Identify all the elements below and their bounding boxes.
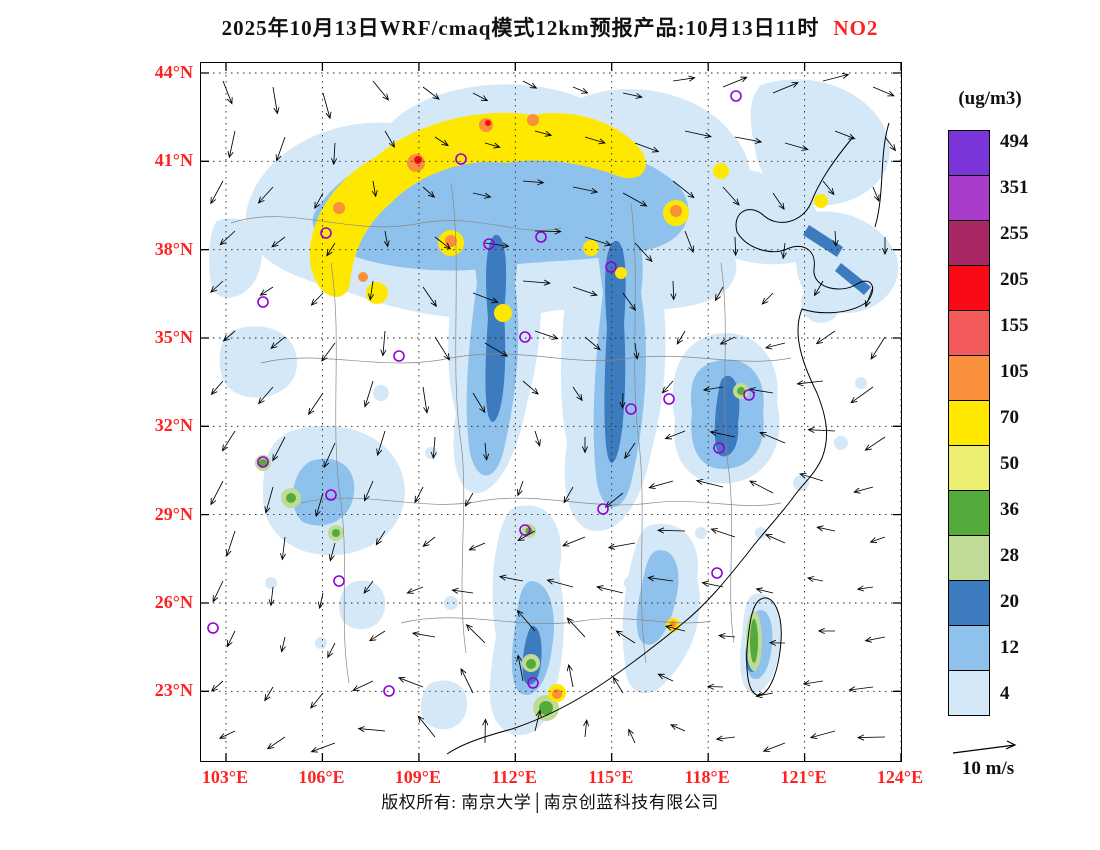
city-station-marker xyxy=(711,567,723,579)
city-station-marker xyxy=(730,90,742,102)
city-station-marker xyxy=(663,393,675,405)
city-station-marker xyxy=(257,456,269,468)
colorbar-swatch xyxy=(948,220,990,266)
colorbar-swatch xyxy=(948,670,990,716)
colorbar-value: 36 xyxy=(1000,499,1019,520)
colorbar xyxy=(948,130,990,716)
colorbar-swatch xyxy=(948,625,990,671)
wind-arrow-field xyxy=(210,72,897,753)
lat-axis-label: 29°N xyxy=(154,503,193,524)
city-station-marker xyxy=(519,524,531,536)
colorbar-swatch xyxy=(948,265,990,311)
colorbar-value: 12 xyxy=(1000,637,1019,658)
city-station-marker xyxy=(713,442,725,454)
coastline xyxy=(446,122,890,755)
colorbar-value: 205 xyxy=(1000,269,1029,290)
wind-arrows-layer xyxy=(210,72,897,753)
lat-axis-label: 32°N xyxy=(154,415,193,436)
field-level-green xyxy=(259,387,758,715)
lon-axis-label: 109°E xyxy=(394,767,441,787)
city-station-marker xyxy=(483,238,495,250)
wind-reference-arrow xyxy=(952,740,1017,754)
city-station-marker xyxy=(597,503,609,515)
city-station-marker xyxy=(625,403,637,415)
lon-axis-label: 121°E xyxy=(780,767,827,787)
colorbar-swatch xyxy=(948,490,990,536)
lat-axis-label: 26°N xyxy=(154,591,193,612)
grid-dotted-lines xyxy=(201,63,901,761)
city-station-marker xyxy=(535,231,547,243)
legend-unit-label: (ug/m3) xyxy=(958,88,1022,109)
colorbar-swatch xyxy=(948,130,990,176)
colorbar-value: 494 xyxy=(1000,131,1029,152)
lat-axis-label: 38°N xyxy=(154,238,193,259)
colorbar-value: 4 xyxy=(1000,683,1010,704)
province-borders xyxy=(230,182,792,684)
lon-axis-label: 106°E xyxy=(298,767,345,787)
title-text: 2025年10月13日WRF/cmaq模式12km预报产品:10月13日11时 xyxy=(221,16,820,40)
city-station-marker xyxy=(383,685,395,697)
lon-axis-label: 103°E xyxy=(201,767,249,787)
lat-axis-label: 23°N xyxy=(154,680,193,701)
wind-reference-label: 10 m/s xyxy=(961,758,1015,779)
city-station-marker xyxy=(393,350,405,362)
colorbar-value: 255 xyxy=(1000,223,1029,244)
city-station-marker xyxy=(320,227,332,239)
gridlines xyxy=(201,63,901,761)
city-station-marker xyxy=(333,575,345,587)
city-station-marker xyxy=(207,622,219,634)
colorbar-swatch xyxy=(948,535,990,581)
city-station-marker xyxy=(519,331,531,343)
lon-axis-label: 112°E xyxy=(491,767,537,787)
copyright-footer: 版权所有: 南京大学│南京创蓝科技有限公司 xyxy=(381,793,719,812)
colorbar-swatch xyxy=(948,445,990,491)
colorbar-value: 70 xyxy=(1000,407,1019,428)
colorbar-swatch xyxy=(948,175,990,221)
colorbar-value: 20 xyxy=(1000,591,1019,612)
page-title: 2025年10月13日WRF/cmaq模式12km预报产品:10月13日11时 N… xyxy=(0,12,1100,42)
city-station-marker xyxy=(455,153,467,165)
colorbar-value: 155 xyxy=(1000,315,1029,336)
colorbar-value: 28 xyxy=(1000,545,1019,566)
lon-axis-label: 118°E xyxy=(684,767,730,787)
city-station-marker xyxy=(743,389,755,401)
colorbar-swatch xyxy=(948,355,990,401)
pollution-field-layer xyxy=(209,79,899,736)
city-station-marker xyxy=(605,261,617,273)
colorbar-value: 351 xyxy=(1000,177,1029,198)
species-label: NO2 xyxy=(833,16,879,40)
lon-axis-label: 115°E xyxy=(588,767,634,787)
colorbar-swatch xyxy=(948,400,990,446)
lon-axis-label: 124°E xyxy=(876,767,924,787)
lat-axis-label: 35°N xyxy=(154,326,193,347)
city-station-marker xyxy=(325,489,337,501)
city-station-marker xyxy=(527,677,539,689)
lat-axis-label: 41°N xyxy=(154,150,193,171)
forecast-map-svg xyxy=(201,63,901,761)
station-markers-layer xyxy=(207,90,755,697)
colorbar-swatch xyxy=(948,310,990,356)
lat-axis-label: 44°N xyxy=(154,62,193,82)
colorbar-value: 105 xyxy=(1000,361,1029,382)
city-station-marker xyxy=(257,296,269,308)
frame-tick-marks xyxy=(201,63,901,761)
field-level-red xyxy=(414,120,491,164)
map-frame xyxy=(200,62,902,762)
taiwan-island-outline xyxy=(746,597,782,696)
colorbar-value: 50 xyxy=(1000,453,1019,474)
colorbar-swatch xyxy=(948,580,990,626)
